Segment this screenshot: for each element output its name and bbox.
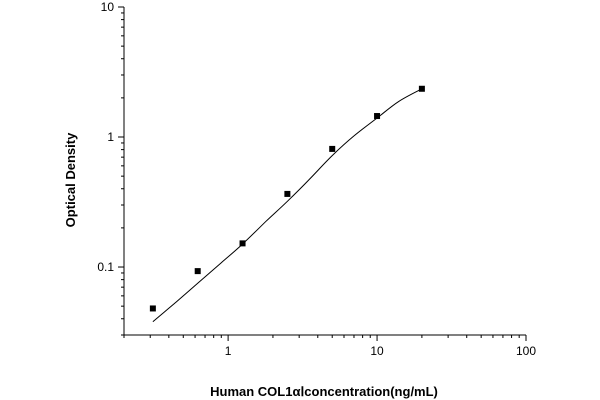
points-layer	[149, 85, 425, 312]
data-point	[329, 145, 336, 152]
fit-curve	[152, 88, 423, 323]
x-tick-label: 10	[370, 344, 384, 358]
fit-curve-layer	[152, 88, 423, 323]
x-axis-title: Human COL1αⅠconcentration(ng/mL)	[210, 384, 438, 399]
axes	[123, 7, 526, 336]
ticks: 1 10 100 0.1 1 10	[97, 0, 536, 358]
x-tick-label: 1	[225, 344, 232, 358]
data-point	[418, 85, 425, 92]
x-tick-label: 100	[516, 344, 536, 358]
y-tick-label: 1	[107, 130, 114, 144]
data-point	[149, 305, 156, 312]
data-point	[374, 113, 381, 120]
data-point	[239, 240, 246, 247]
y-tick-label: 10	[101, 0, 115, 14]
y-tick-label: 0.1	[97, 260, 114, 274]
y-axis-title: Optical Density	[63, 132, 78, 227]
data-point	[194, 268, 201, 275]
data-point	[284, 190, 291, 197]
